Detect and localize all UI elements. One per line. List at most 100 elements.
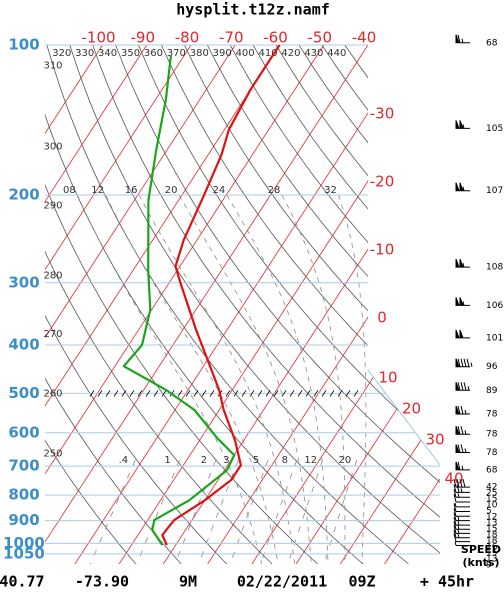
hatch <box>113 390 119 397</box>
wind-barb <box>454 502 470 508</box>
mixing-ratio-label: 2 <box>201 455 207 466</box>
hatch <box>265 390 271 397</box>
wind-barb <box>453 533 470 543</box>
hatch <box>89 390 95 397</box>
profile-line <box>161 44 281 546</box>
wind-speed: 15 <box>486 549 497 559</box>
hatch <box>161 390 167 397</box>
temperature-label: 10 <box>379 369 398 387</box>
dry-adiabat <box>184 45 440 564</box>
moist-adiabat <box>138 194 296 564</box>
mixing-ratio-label: 8 <box>282 455 288 466</box>
hatch <box>145 390 151 397</box>
temperature-label: -30 <box>370 105 395 123</box>
date: 02/22/2011 <box>237 573 327 591</box>
moist-adiabat <box>281 194 346 564</box>
wind-barb <box>455 329 470 339</box>
dry-adiabat <box>45 45 318 564</box>
temperature-label: -70 <box>219 29 244 47</box>
mixing-ratio-line <box>323 459 358 564</box>
dry-adiabat-label: 290 <box>43 201 62 212</box>
wind-barb <box>453 508 470 517</box>
temperature-label: -90 <box>131 29 156 47</box>
pressure-label: 600 <box>8 423 39 441</box>
wind-barb <box>453 512 470 522</box>
moist-adiabat-label: 12 <box>91 185 104 196</box>
hatch <box>273 390 279 397</box>
wind-barb <box>453 525 470 534</box>
hatch <box>249 390 255 397</box>
moist-adiabat-label: 16 <box>125 185 138 196</box>
wind-speed: 25 <box>486 489 497 499</box>
isotherm <box>45 45 280 564</box>
dry-adiabat-label: 330 <box>75 48 94 59</box>
wind-speed: 13 <box>486 555 497 565</box>
hatch <box>137 390 143 397</box>
wind-barb <box>453 484 470 493</box>
dry-adiabat <box>321 45 440 564</box>
moist-adiabat <box>338 194 367 564</box>
dry-adiabat-label: 380 <box>190 48 209 59</box>
hatch <box>185 390 191 397</box>
moist-adiabat-label: 32 <box>324 185 337 196</box>
profile-line <box>122 55 236 546</box>
pressure-label: 900 <box>8 511 39 529</box>
isotherm <box>163 45 440 564</box>
isotherm <box>74 45 413 564</box>
hatch <box>305 390 311 397</box>
hatch <box>233 390 239 397</box>
mixing-ratio-label: 5 <box>253 455 259 466</box>
dry-adiabat-label: 420 <box>281 48 300 59</box>
pressure-label: 700 <box>8 457 39 475</box>
hatch <box>337 390 343 397</box>
dry-adiabat <box>252 45 440 564</box>
dry-adiabat-label: 340 <box>98 48 117 59</box>
wind-speed: 16 <box>486 543 498 553</box>
hatch <box>329 390 335 397</box>
mixing-ratio-label: 1 <box>164 455 170 466</box>
hatch <box>129 390 135 397</box>
wind-speed: 9 <box>486 561 492 571</box>
moist-adiabat-label: 24 <box>213 185 226 196</box>
wind-speed: 89 <box>486 386 498 396</box>
wind-speed: 101 <box>486 333 503 343</box>
dry-adiabat-label: 430 <box>304 48 323 59</box>
dry-adiabat-label: 270 <box>43 329 62 340</box>
hatch <box>121 390 127 397</box>
dry-adiabat-label: 390 <box>213 48 232 59</box>
latitude: 40.77 <box>0 573 45 591</box>
wind-barb <box>455 444 470 453</box>
wind-barb <box>455 426 470 435</box>
isotherm <box>45 45 369 564</box>
wind-speed: 15 <box>486 525 497 535</box>
pressure-label: 300 <box>8 273 39 291</box>
hatch <box>105 390 111 397</box>
dry-adiabat-label: 280 <box>43 270 62 281</box>
isotherm <box>295 45 440 564</box>
wind-speed: 13 <box>486 519 497 529</box>
wind-barb <box>455 358 473 368</box>
mixing-ratio-label: .4 <box>119 455 129 466</box>
hatch <box>193 390 199 397</box>
wind-speed: 12 <box>486 513 497 523</box>
dry-adiabat-label: 440 <box>327 48 346 59</box>
dry-adiabat-label: 400 <box>236 48 255 59</box>
dry-adiabat-label: 260 <box>43 388 62 399</box>
wind-barb <box>453 521 470 530</box>
dry-adiabat-label: 350 <box>121 48 140 59</box>
dry-adiabat <box>206 45 440 564</box>
wind-barb <box>453 478 470 488</box>
pressure-label: 100 <box>8 36 39 54</box>
wind-speed: 18 <box>486 531 498 541</box>
isotherm <box>45 45 148 564</box>
temperature-label: -60 <box>263 29 288 47</box>
wind-speed: 78 <box>486 448 498 458</box>
mixing-ratio-line <box>174 459 217 564</box>
hatch <box>257 390 263 397</box>
wind-barb <box>455 34 470 44</box>
dry-adiabat <box>275 45 440 564</box>
moist-adiabat <box>226 194 329 564</box>
wind-speed-label: SPEED <box>461 543 501 556</box>
hatch <box>345 390 351 397</box>
